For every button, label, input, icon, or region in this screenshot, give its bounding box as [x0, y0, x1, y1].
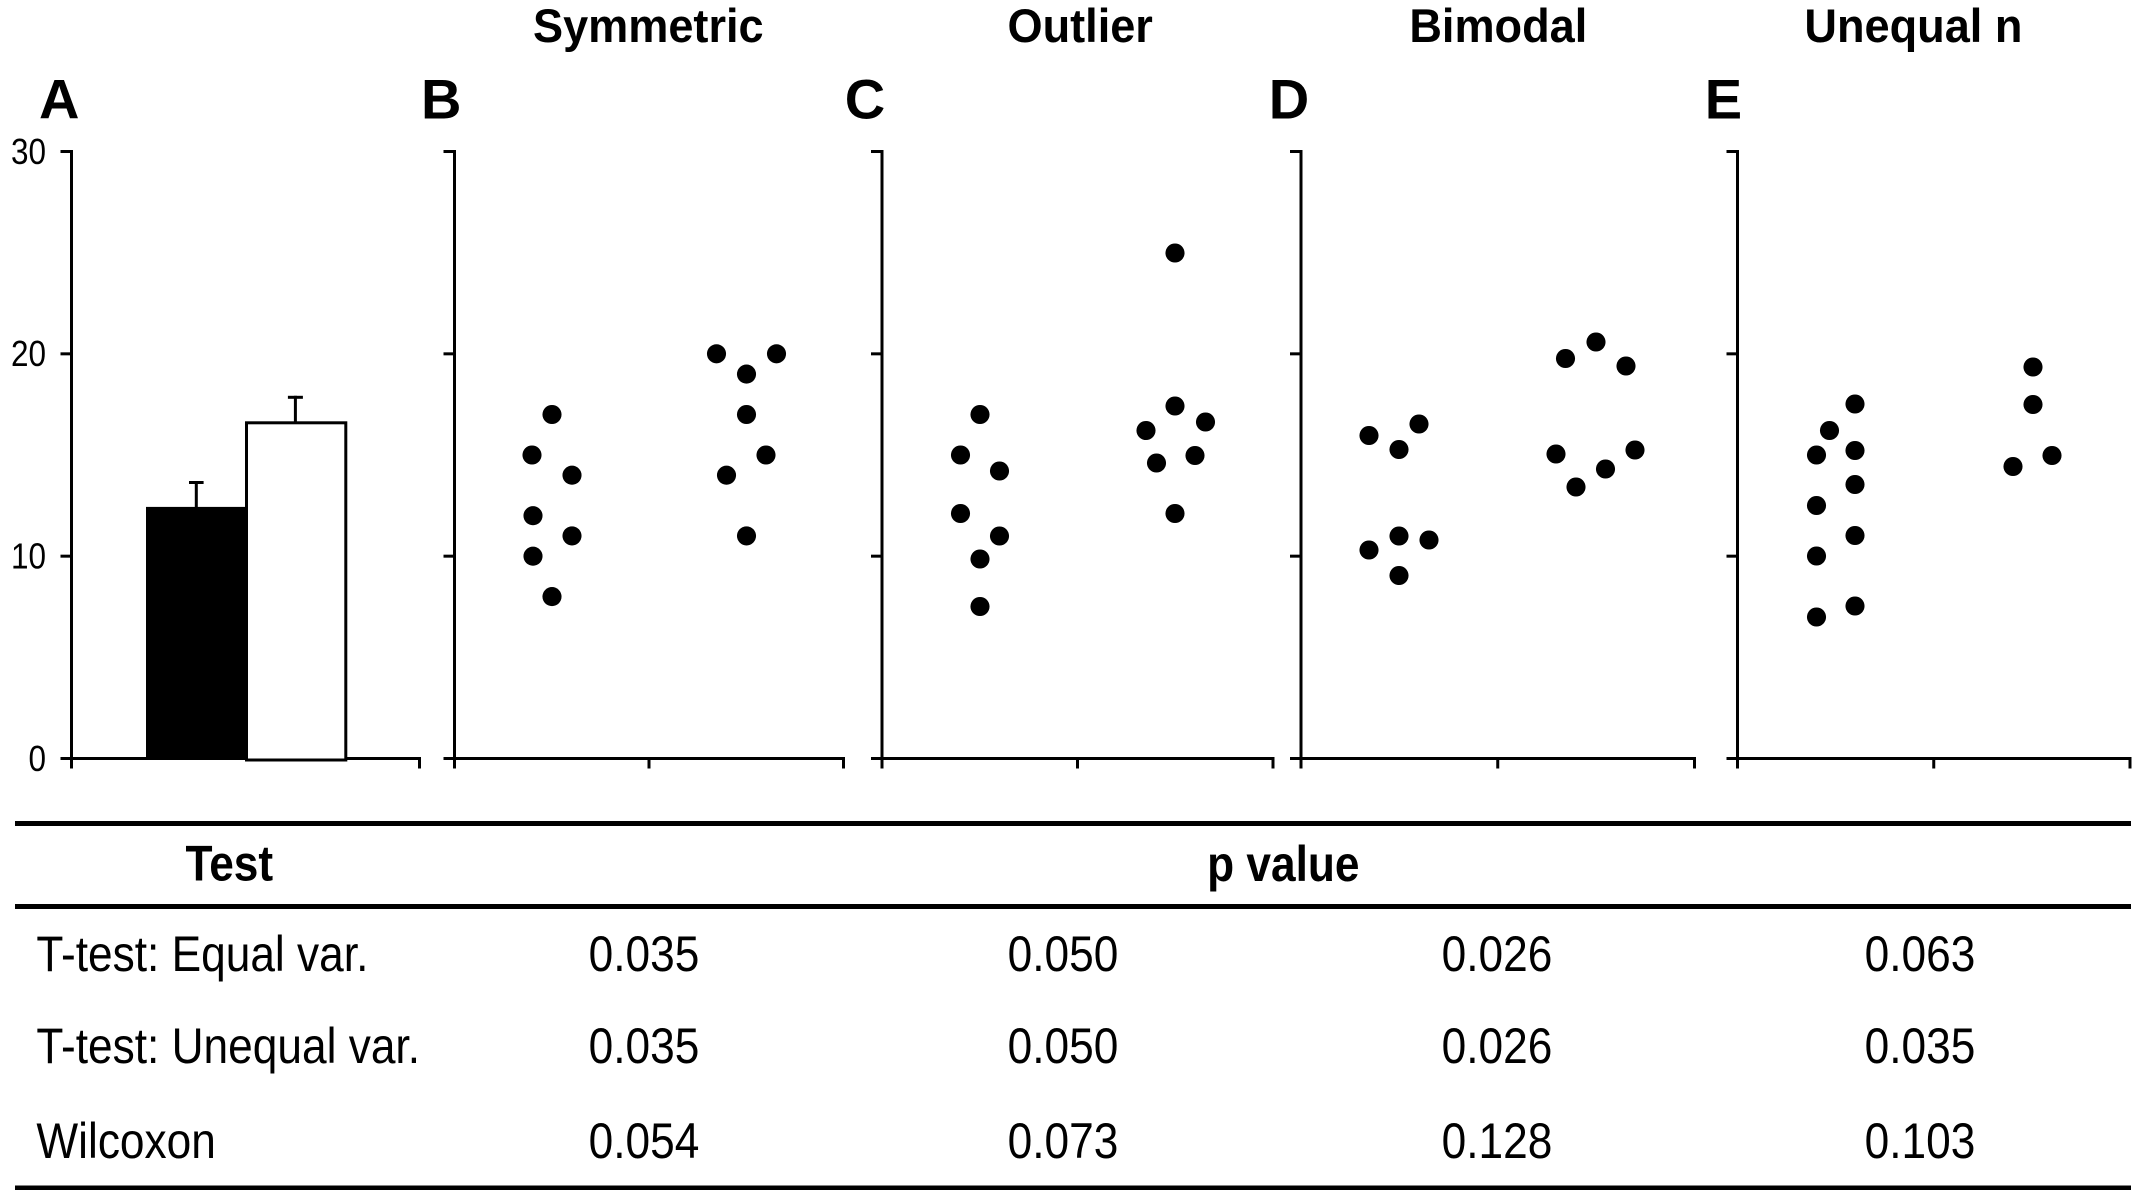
svg-text:0.063: 0.063	[1865, 927, 1976, 983]
svg-text:Bimodal: Bimodal	[1409, 0, 1587, 52]
svg-text:A: A	[39, 68, 79, 131]
svg-text:B: B	[421, 68, 461, 131]
svg-text:Wilcoxon: Wilcoxon	[36, 1114, 215, 1170]
svg-text:T-test: Unequal var.: T-test: Unequal var.	[36, 1019, 420, 1075]
svg-text:T-test: Equal var.: T-test: Equal var.	[36, 927, 368, 983]
svg-text:0.073: 0.073	[1008, 1114, 1119, 1170]
svg-text:0.035: 0.035	[589, 1019, 700, 1075]
svg-text:Symmetric: Symmetric	[533, 0, 764, 52]
svg-text:Test: Test	[185, 836, 273, 892]
svg-text:0.035: 0.035	[1865, 1019, 1976, 1075]
svg-text:0.035: 0.035	[589, 927, 700, 983]
svg-text:30: 30	[11, 132, 46, 172]
svg-text:10: 10	[11, 537, 46, 577]
svg-text:p value: p value	[1207, 837, 1359, 893]
svg-text:D: D	[1269, 68, 1309, 131]
svg-text:20: 20	[11, 334, 46, 374]
svg-text:0.026: 0.026	[1442, 927, 1553, 983]
svg-text:0.026: 0.026	[1442, 1019, 1553, 1075]
svg-text:0.050: 0.050	[1008, 927, 1119, 983]
svg-text:0.050: 0.050	[1008, 1019, 1119, 1075]
svg-text:0: 0	[28, 739, 46, 779]
svg-text:Unequal n: Unequal n	[1804, 0, 2022, 52]
svg-text:C: C	[845, 68, 885, 131]
svg-text:E: E	[1705, 68, 1742, 131]
svg-text:0.103: 0.103	[1865, 1114, 1976, 1170]
svg-text:Outlier: Outlier	[1008, 0, 1153, 52]
svg-text:0.054: 0.054	[589, 1114, 700, 1170]
svg-text:0.128: 0.128	[1442, 1114, 1553, 1170]
